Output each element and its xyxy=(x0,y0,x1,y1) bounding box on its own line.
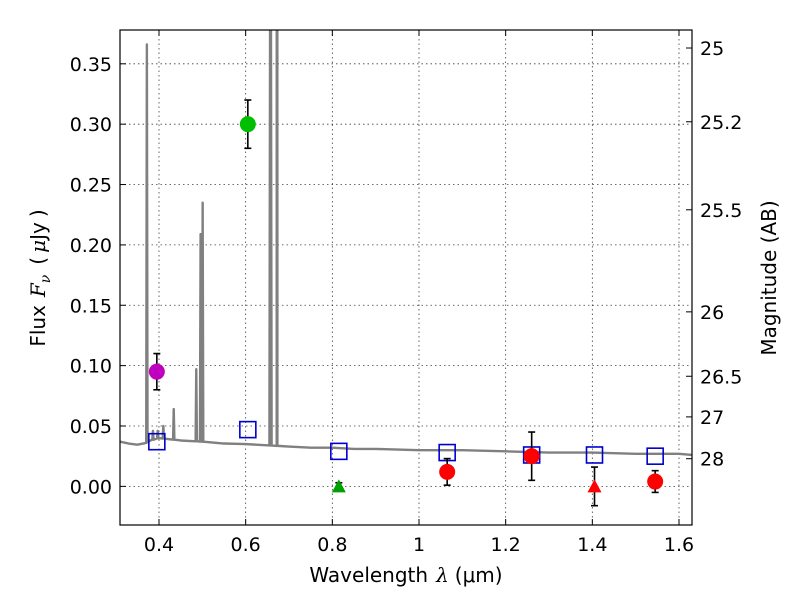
x-tick-label: 1.2 xyxy=(491,534,521,556)
photometry-point xyxy=(148,363,165,380)
y-tick-label: 0.20 xyxy=(70,235,112,257)
photometry-point xyxy=(439,463,456,480)
magnitude-tick-label: 25 xyxy=(700,38,724,60)
magnitude-tick-label: 27 xyxy=(700,407,724,429)
y-tick-label: 0.15 xyxy=(70,295,112,317)
magnitude-tick-label: 25.5 xyxy=(700,200,742,222)
photometry-point xyxy=(647,473,664,490)
model-photometry-square xyxy=(148,432,166,451)
magnitude-tick-label: 26.5 xyxy=(700,366,742,388)
x-tick-label: 1 xyxy=(413,534,425,556)
photometry-point xyxy=(239,116,256,133)
y-tick-label: 0.30 xyxy=(70,114,112,136)
x-tick-label: 0.4 xyxy=(144,534,174,556)
magnitude-tick-label: 28 xyxy=(700,449,724,471)
x-tick-label: 0.6 xyxy=(231,534,261,556)
y-tick-label: 0.25 xyxy=(70,175,112,197)
x-axis-label: Wavelength λ (μm) xyxy=(309,563,502,587)
y-tick-label: 0.10 xyxy=(70,356,112,378)
y-tick-label: 0.35 xyxy=(70,54,112,76)
magnitude-tick-label: 25.2 xyxy=(700,112,742,134)
upper-limit-triangle xyxy=(331,479,346,493)
magnitude-tick-label: 26 xyxy=(700,302,724,324)
model-photometry-square xyxy=(330,442,348,461)
x-tick-label: 0.8 xyxy=(317,534,347,556)
y-axis-label: FluxFν(μJy) xyxy=(26,209,54,346)
model-photometry-square xyxy=(585,446,604,464)
y-tick-label: 0.05 xyxy=(70,416,112,438)
photometry-point xyxy=(523,448,540,465)
upper-limit-triangle xyxy=(587,479,602,493)
model-spectrum-line xyxy=(120,30,692,457)
magnitude-axis-label: Magnitude (AB) xyxy=(757,200,781,355)
x-tick-label: 1.6 xyxy=(664,534,694,556)
grid xyxy=(120,30,692,525)
x-tick-label: 1.4 xyxy=(577,534,607,556)
y-tick-label: 0.00 xyxy=(70,476,112,498)
model-photometry-square xyxy=(646,447,664,465)
ticks: 0.4 0.6 0.8 1 1.2 1.4 1.6 0.00 0.05 0.10 0.15 0.20 0… xyxy=(70,30,742,556)
plot-area xyxy=(120,30,692,507)
axes-frame xyxy=(119,29,693,526)
model-photometry-square xyxy=(239,420,257,439)
